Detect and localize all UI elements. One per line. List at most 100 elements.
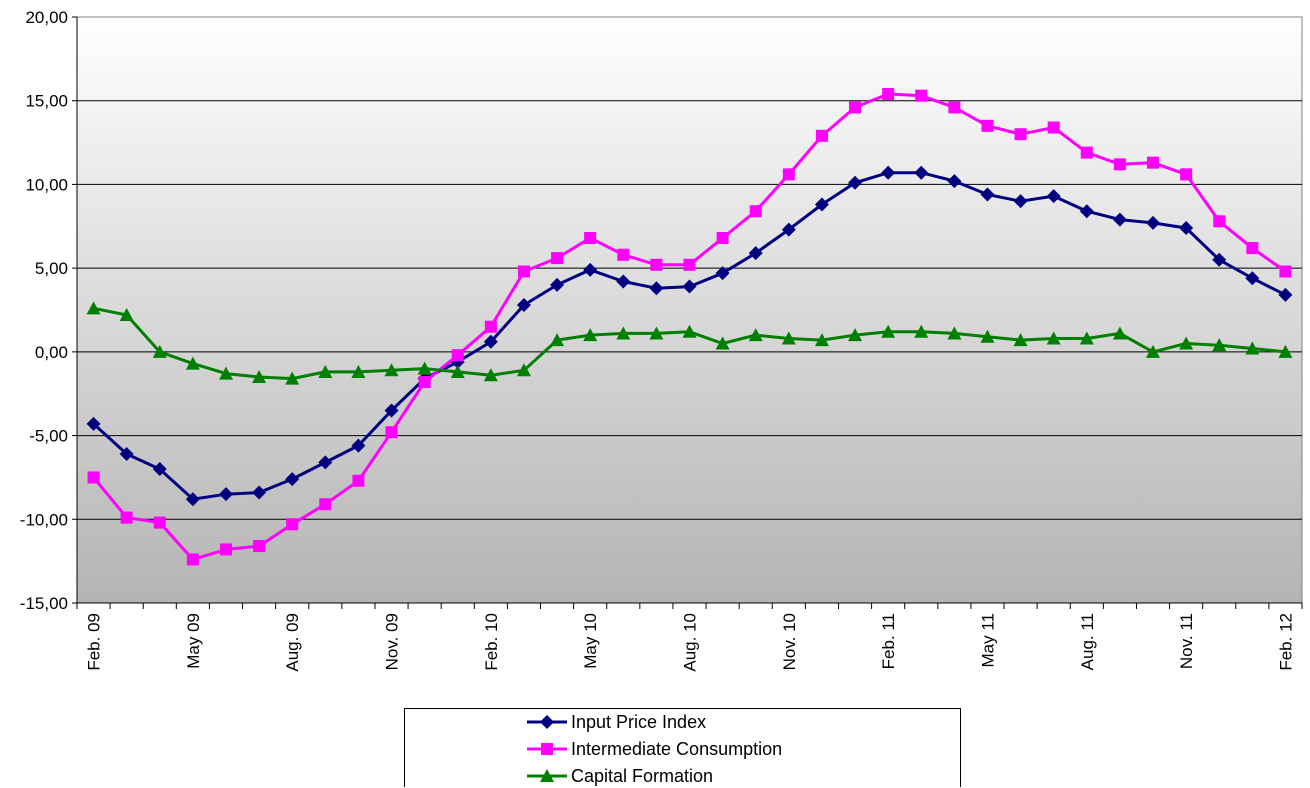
data-point <box>516 363 531 377</box>
data-point <box>318 455 333 470</box>
y-axis: 20,00 15,00 10,00 5,00 0,00 -5,00 -10,00 -15,00 <box>20 8 78 613</box>
data-point <box>1013 194 1028 209</box>
data-point <box>185 356 200 370</box>
data-point <box>849 101 862 114</box>
data-point <box>781 331 796 345</box>
data-point <box>715 336 730 350</box>
data-point <box>1046 189 1061 204</box>
data-point <box>218 366 233 380</box>
data-point <box>484 320 497 333</box>
data-point <box>1212 252 1227 267</box>
data-point <box>550 333 565 347</box>
data-point <box>285 472 300 487</box>
data-point <box>86 416 101 431</box>
data-point <box>87 471 100 484</box>
x-tick-label: Nov. 09 <box>383 613 402 670</box>
data-point <box>650 258 663 271</box>
legend-symbol-triangle <box>527 769 567 782</box>
data-point <box>1278 287 1293 302</box>
data-point <box>1014 128 1027 141</box>
data-point <box>1245 341 1260 355</box>
data-point <box>1080 146 1093 159</box>
data-point <box>947 174 962 189</box>
data-point <box>351 438 366 453</box>
x-tick-label: Feb. 10 <box>482 613 501 671</box>
data-point <box>318 364 333 378</box>
data-point <box>882 88 895 101</box>
data-point <box>881 165 896 180</box>
x-tick-label: Nov. 11 <box>1177 613 1196 669</box>
data-point <box>417 361 432 375</box>
data-point <box>1278 344 1293 358</box>
data-point <box>1146 344 1161 358</box>
data-point <box>152 344 167 358</box>
data-point <box>120 511 133 524</box>
data-point <box>384 363 399 377</box>
data-point <box>881 324 896 338</box>
data-point <box>716 232 729 245</box>
data-point <box>814 333 829 347</box>
data-point <box>418 375 431 388</box>
data-point <box>748 328 763 342</box>
data-point <box>253 540 266 553</box>
data-point <box>385 426 398 439</box>
data-point <box>649 326 664 340</box>
data-point <box>583 328 598 342</box>
data-point <box>1046 331 1061 345</box>
y-tick-label: -5,00 <box>29 427 68 446</box>
x-tick-label: Aug. 10 <box>681 613 700 672</box>
y-tick-label: 0,00 <box>35 343 68 362</box>
data-point <box>981 119 994 132</box>
data-point <box>186 553 199 566</box>
data-point <box>1013 333 1028 347</box>
data-point <box>483 368 498 382</box>
data-point <box>914 165 929 180</box>
data-point <box>219 543 232 556</box>
data-point <box>384 403 399 418</box>
data-point <box>583 262 598 277</box>
data-point <box>252 369 267 383</box>
legend-label: Capital Formation <box>571 765 714 786</box>
data-point <box>152 462 167 477</box>
data-point <box>483 334 498 349</box>
x-tick-label: Feb. 11 <box>879 613 898 669</box>
legend-label: Intermediate Consumption <box>571 738 783 759</box>
data-point <box>782 168 795 181</box>
data-point <box>814 197 829 212</box>
data-point <box>1146 215 1161 230</box>
legend-item-capital-formation: Capital Formation <box>527 764 713 788</box>
y-tick-label: 5,00 <box>35 259 68 278</box>
data-point <box>319 498 332 511</box>
data-point <box>1047 121 1060 134</box>
data-point <box>516 297 531 312</box>
data-point <box>649 281 664 296</box>
data-point <box>1212 338 1227 352</box>
data-point <box>1147 156 1160 169</box>
x-tick-label: Feb. 09 <box>85 613 104 671</box>
data-point <box>915 89 928 102</box>
legend-symbol-square <box>527 743 567 755</box>
data-point <box>682 279 697 294</box>
data-point <box>914 324 929 338</box>
data-point <box>682 324 697 338</box>
x-tick-label: May 09 <box>184 613 203 669</box>
series-1 <box>87 88 1292 566</box>
data-point <box>715 266 730 281</box>
legend-item-input-price-index: Input Price Index <box>527 710 706 734</box>
legend-item-intermediate-consumption: Intermediate Consumption <box>527 737 782 761</box>
data-point <box>1079 331 1094 345</box>
x-tick-label: Aug. 09 <box>283 613 302 672</box>
data-point <box>286 518 299 531</box>
data-point <box>119 308 134 322</box>
data-point <box>153 516 166 529</box>
data-point <box>948 101 961 114</box>
x-tick-label: Nov. 10 <box>780 613 799 670</box>
x-tick-label: Aug. 11 <box>1078 613 1097 670</box>
legend: Input Price Index Intermediate Consumpti… <box>404 708 961 787</box>
y-tick-label: 15,00 <box>25 92 68 111</box>
y-tick-label: -10,00 <box>20 510 68 529</box>
data-point <box>517 265 530 278</box>
data-point <box>551 252 564 265</box>
data-point <box>185 492 200 507</box>
